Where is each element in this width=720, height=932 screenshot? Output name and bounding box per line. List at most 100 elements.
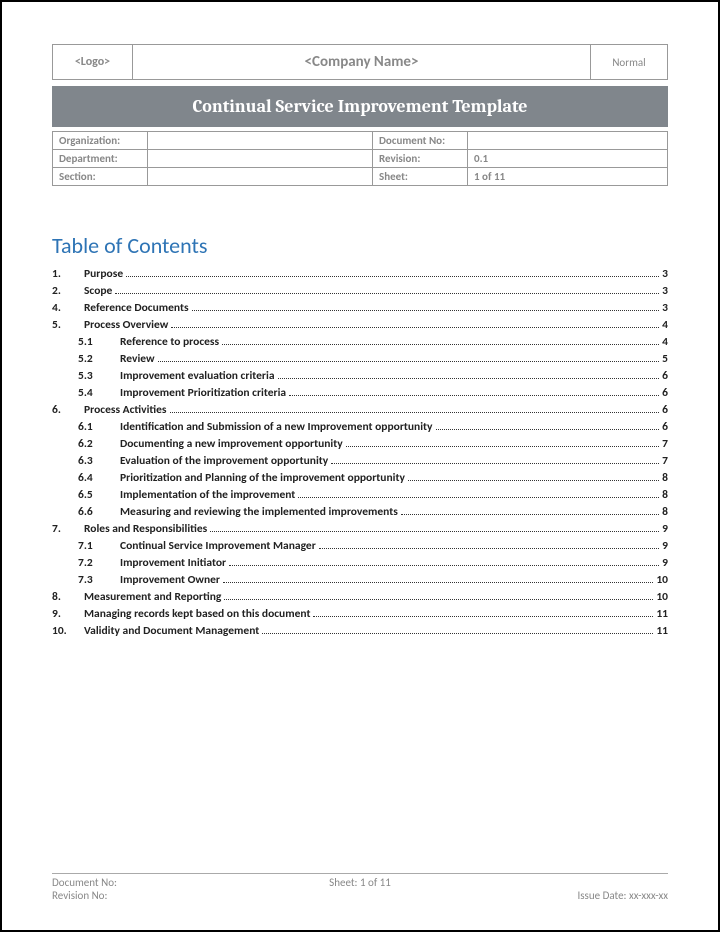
toc-text: Prioritization and Planning of the impro…: [120, 471, 405, 485]
toc-page: 7: [662, 454, 668, 468]
toc-text: Reference Documents: [84, 301, 189, 315]
page-footer: Document No: Sheet: 1 of 11 Revision No:…: [52, 873, 668, 902]
toc-entry: 1.Purpose3: [52, 267, 668, 281]
toc-entry: 7.3 Improvement Owner 10: [52, 573, 668, 587]
toc-leader: [223, 582, 653, 583]
toc-leader: [171, 327, 659, 328]
toc-text: Improvement Prioritization criteria: [120, 386, 286, 400]
meta-value: [468, 132, 668, 150]
toc-page: 9: [662, 539, 668, 553]
toc-page: 6: [662, 386, 668, 400]
toc-number: 4.: [52, 301, 80, 315]
toc-text: Improvement Owner: [120, 573, 220, 587]
toc-text: Evaluation of the improvement opportunit…: [120, 454, 328, 468]
toc-text: Validity and Document Management: [84, 624, 259, 638]
toc-entry: 2. Scope 3: [52, 284, 668, 298]
toc-entry: 5.Process Overview4: [52, 318, 668, 332]
toc-number: 6.5: [78, 488, 116, 502]
toc-page: 3: [662, 301, 668, 315]
toc-number: 6.1: [78, 420, 116, 434]
toc-number: 5.4: [78, 386, 116, 400]
toc-page: 8: [662, 488, 668, 502]
meta-row: Section:Sheet:1 of 11: [53, 168, 668, 186]
toc-entry: 5.2 Review 5: [52, 352, 668, 366]
toc-leader: [298, 497, 659, 498]
toc-leader: [289, 395, 659, 396]
toc-entry: 6.Process Activities6: [52, 403, 668, 417]
meta-key: Organization:: [53, 132, 148, 150]
toc-page: 10: [656, 573, 668, 587]
toc-page: 9: [662, 556, 668, 570]
toc-number: 6.6: [78, 505, 116, 519]
toc-page: 9: [662, 522, 668, 536]
toc-entry: 7.2Improvement Initiator9: [52, 556, 668, 570]
toc-leader: [401, 514, 659, 515]
toc-number: 2.: [52, 284, 80, 298]
toc-entry: 7.Roles and Responsibilities9: [52, 522, 668, 536]
toc-number: 5.2: [78, 352, 116, 366]
toc-number: 10.: [52, 624, 80, 638]
meta-row: Department:Revision:0.1: [53, 150, 668, 168]
toc-number: 5.1: [78, 335, 116, 349]
toc-text: Improvement Initiator: [120, 556, 226, 570]
meta-key: Revision:: [373, 150, 468, 168]
toc-number: 5.3: [78, 369, 116, 383]
toc-text: Measurement and Reporting: [84, 590, 221, 604]
toc-leader: [313, 616, 653, 617]
toc-page: 3: [662, 284, 668, 298]
toc-text: Scope: [84, 284, 112, 298]
toc-text: Documenting a new improvement opportunit…: [120, 437, 343, 451]
toc-number: 6.4: [78, 471, 116, 485]
toc-number: 6.3: [78, 454, 116, 468]
toc-entry: 6.3 Evaluation of the improvement opportu…: [52, 454, 668, 468]
toc-leader: [158, 361, 660, 362]
toc-leader: [278, 378, 660, 379]
meta-value: 1 of 11: [468, 168, 668, 186]
toc-number: 1.: [52, 267, 80, 281]
footer-issue-date: Issue Date: xx-xxx-xx: [463, 889, 668, 902]
toc-number: 5.: [52, 318, 80, 332]
toc-leader: [224, 599, 653, 600]
toc-entry: 8.Measurement and Reporting10: [52, 590, 668, 604]
toc-leader: [170, 412, 660, 413]
toc-heading: Table of Contents: [52, 232, 668, 259]
toc-page: 8: [662, 505, 668, 519]
toc-text: Managing records kept based on this docu…: [84, 607, 310, 621]
toc-text: Review: [120, 352, 155, 366]
toc-entry: 6.1Identification and Submission of a ne…: [52, 420, 668, 434]
toc-entry: 6.4 Prioritization and Planning of the im…: [52, 471, 668, 485]
toc-leader: [319, 548, 659, 549]
meta-value: [148, 150, 373, 168]
toc-entry: 5.1Reference to process4: [52, 335, 668, 349]
toc-number: 7.3: [78, 573, 116, 587]
toc-number: 9.: [52, 607, 80, 621]
toc-number: 6.: [52, 403, 80, 417]
toc-page: 4: [662, 318, 668, 332]
toc-number: 7.: [52, 522, 80, 536]
metadata-table: Organization: Document No:Department:Revi…: [52, 131, 668, 186]
meta-value: [148, 168, 373, 186]
toc-entry: 5.3Improvement evaluation criteria6: [52, 369, 668, 383]
toc-text: Measuring and reviewing the implemented …: [120, 505, 398, 519]
toc-entry: 10.Validity and Document Management11: [52, 624, 668, 638]
meta-value: [148, 132, 373, 150]
footer-sheet: Sheet: 1 of 11: [257, 876, 462, 889]
toc-text: Continual Service Improvement Manager: [120, 539, 316, 553]
footer-revision: Revision No:: [52, 889, 257, 902]
toc-text: Improvement evaluation criteria: [120, 369, 275, 383]
toc-page: 11: [656, 607, 668, 621]
toc-entry: 7.1Continual Service Improvement Manager…: [52, 539, 668, 553]
toc-leader: [115, 293, 659, 294]
toc-page: 8: [662, 471, 668, 485]
toc-entry: 6.2 Documenting a new improvement opportu…: [52, 437, 668, 451]
footer-doc-no: Document No:: [52, 876, 257, 889]
document-header: <Logo> <Company Name> Normal: [52, 44, 668, 80]
toc-page: 5: [662, 352, 668, 366]
toc-number: 6.2: [78, 437, 116, 451]
toc-text: Reference to process: [120, 335, 219, 349]
header-status: Normal: [591, 45, 667, 79]
toc-page: 10: [656, 590, 668, 604]
toc-entry: 9. Managing records kept based on this do…: [52, 607, 668, 621]
document-title: Continual Service Improvement Template: [52, 86, 668, 127]
meta-key: Document No:: [373, 132, 468, 150]
